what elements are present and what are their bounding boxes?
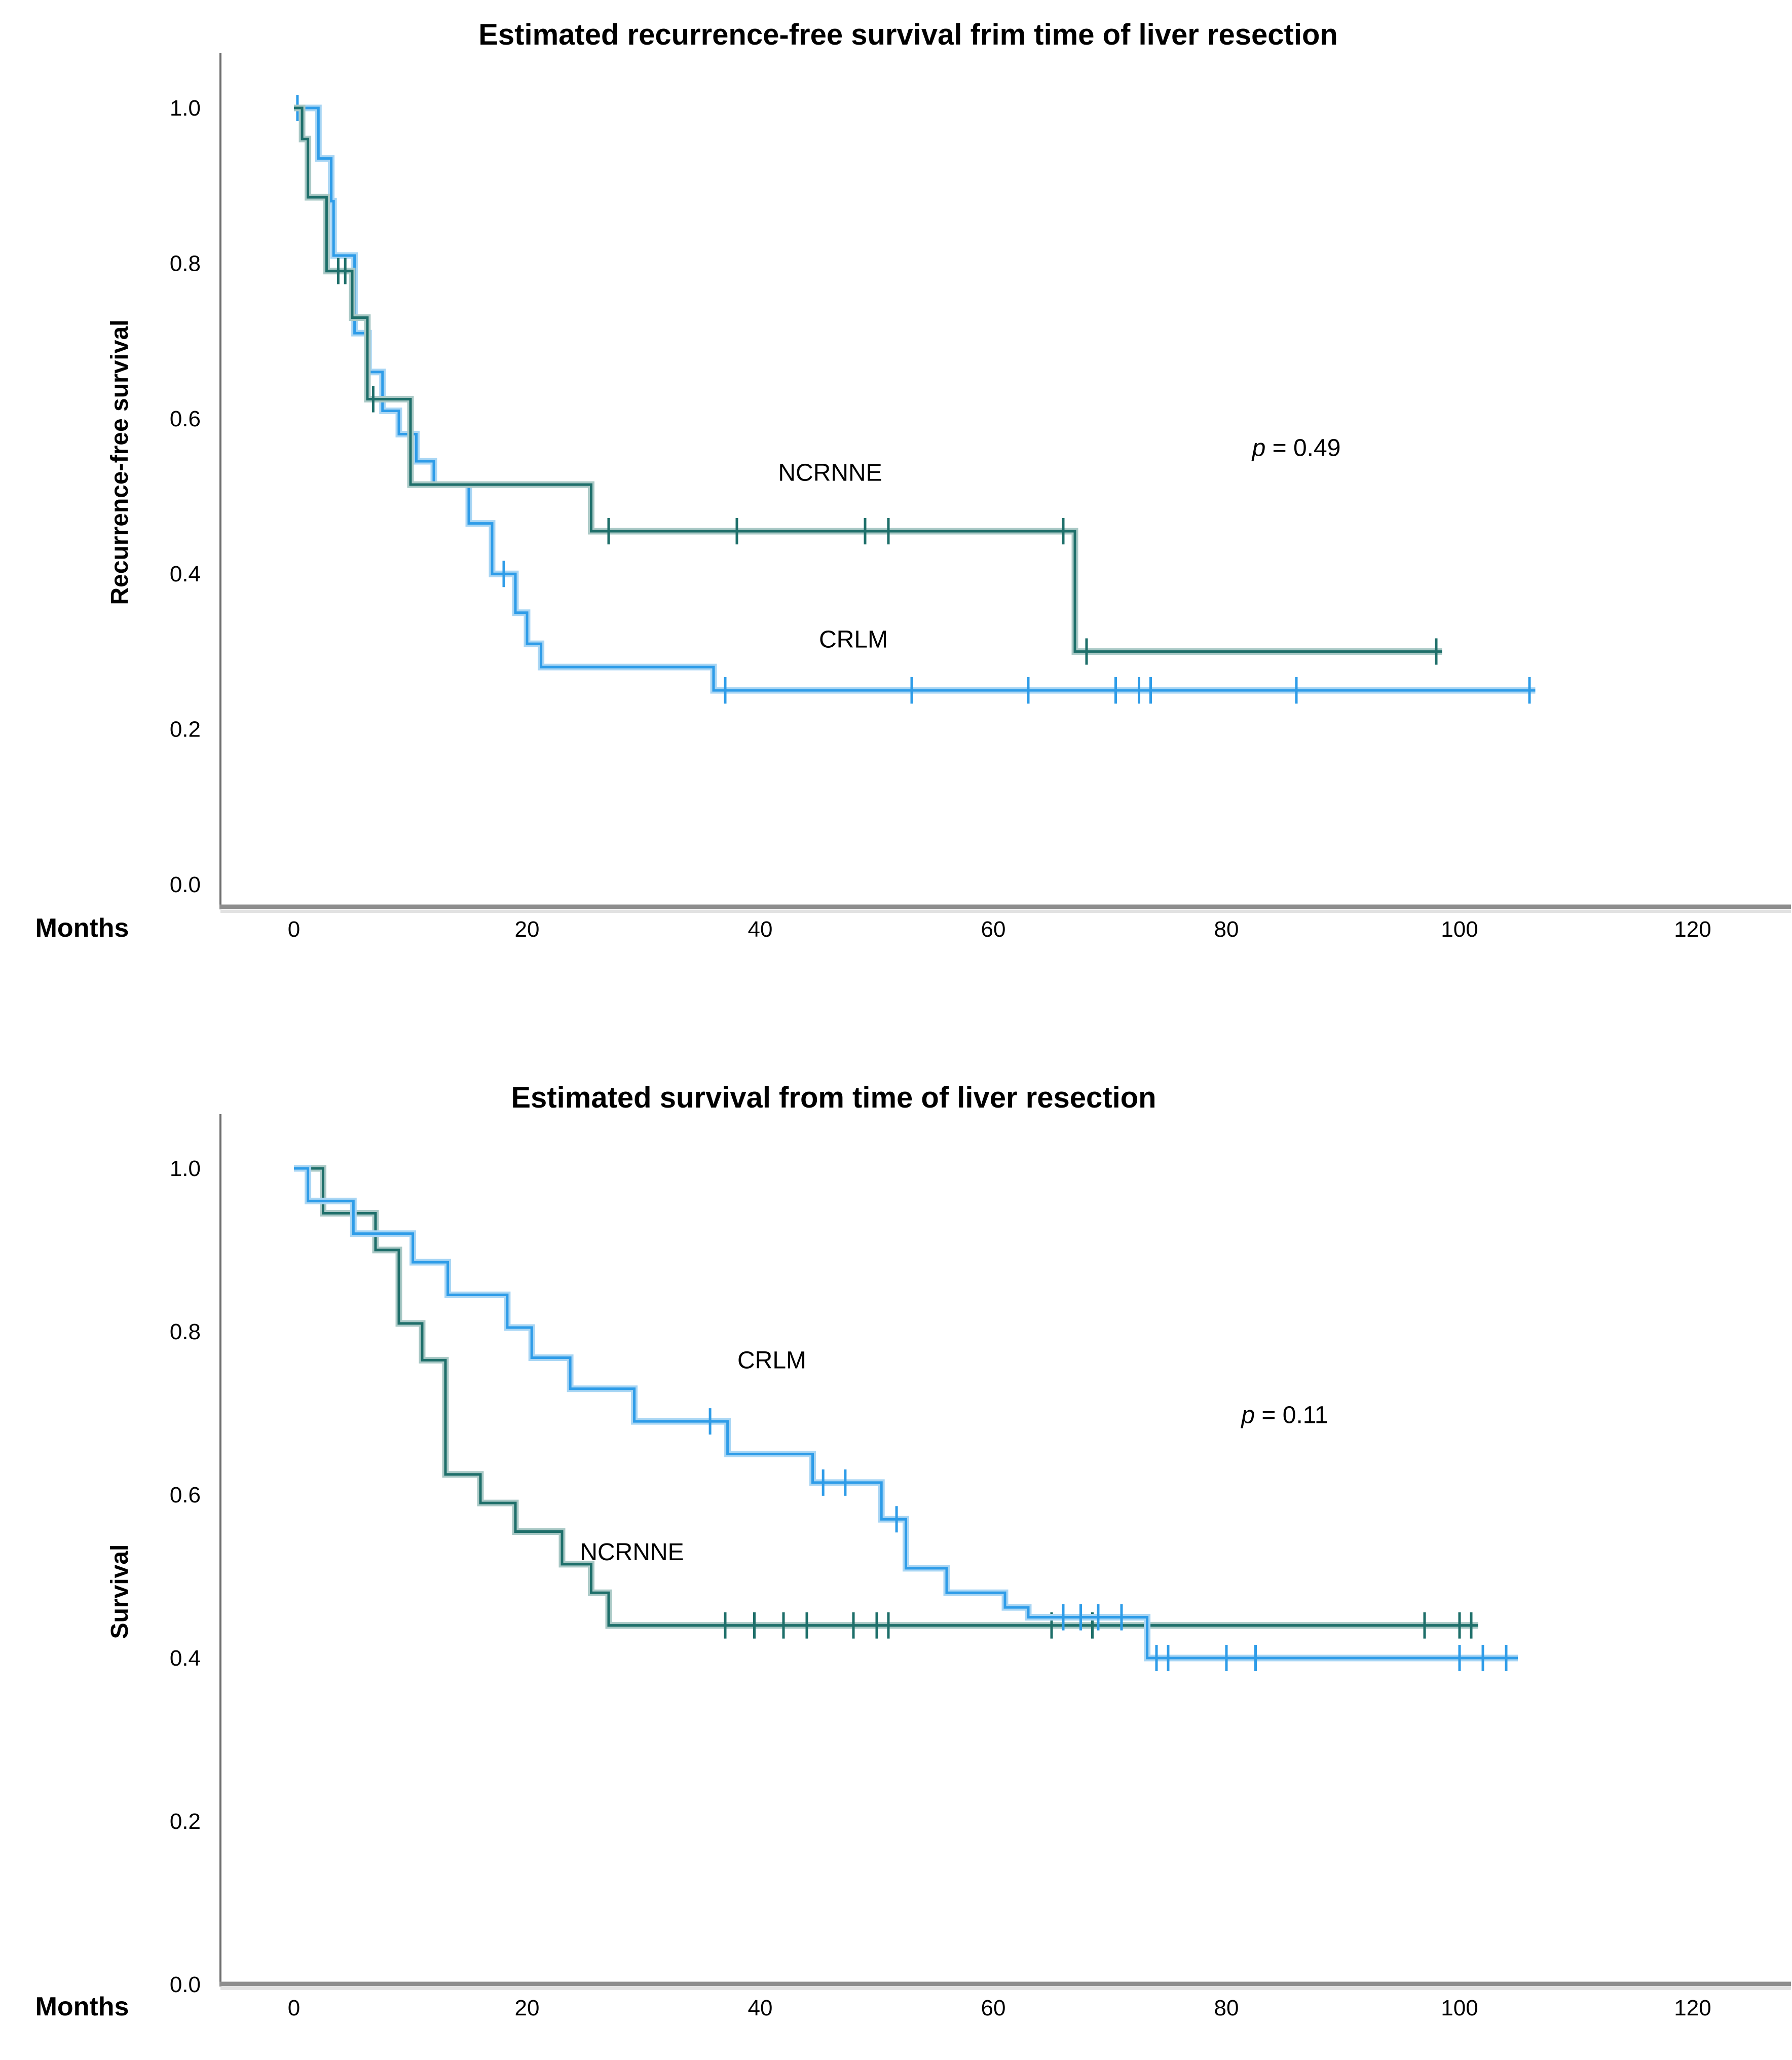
os-y-axis-title: Survival <box>106 1544 133 1639</box>
p-italic: p <box>1251 434 1266 461</box>
y-tick-label: 0.2 <box>170 1809 201 1834</box>
y-tick-label: 0.6 <box>170 407 201 431</box>
y-tick-label: 0.4 <box>170 562 201 586</box>
os-series-label-ncrnne: NCRNNE <box>580 1539 684 1566</box>
x-tick-label: 20 <box>515 1996 540 2020</box>
y-tick-label: 1.0 <box>170 96 201 121</box>
x-tick-label: 20 <box>515 917 540 942</box>
y-tick-label: 0.6 <box>170 1483 201 1507</box>
km-curve-crlm <box>294 106 1536 692</box>
km-curve-halo-crlm <box>294 1165 1518 1662</box>
rfs-y-axis-title: Recurrence-free survival <box>106 320 133 605</box>
x-tick-label: 60 <box>981 1996 1006 2020</box>
x-tick-label: 0 <box>288 917 300 942</box>
rfs-plot-area: 0 20 40 60 80 100 120 1.0 0.8 0.6 0.4 0.2 0.0 <box>170 53 1791 942</box>
x-tick-label: 120 <box>1674 917 1711 942</box>
p-rest: = 0.49 <box>1265 434 1340 461</box>
os-chart: Estimated survival from time of liver re… <box>35 1081 1791 2021</box>
km-curve-halo-ncrnne <box>294 1165 1478 1629</box>
y-tick-label: 0.8 <box>170 251 201 276</box>
rfs-x-axis-title: Months <box>35 913 129 943</box>
rfs-p-value: p = 0.49 <box>1251 434 1341 461</box>
os-chart-title: Estimated survival from time of liver re… <box>511 1081 1156 1114</box>
rfs-series-label-crlm: CRLM <box>819 627 888 653</box>
x-tick-label: 40 <box>748 1996 773 2020</box>
x-tick-label: 100 <box>1441 1996 1478 2020</box>
km-curve-crlm <box>294 1167 1518 1660</box>
km-curve-halo-ncrnne <box>294 104 1442 655</box>
p-rest: = 0.11 <box>1255 1402 1328 1428</box>
x-tick-label: 60 <box>981 917 1006 942</box>
rfs-series-label-ncrnne: NCRNNE <box>778 459 882 486</box>
y-tick-label: 0.0 <box>170 872 201 897</box>
x-tick-label: 40 <box>748 917 773 942</box>
x-tick-label: 100 <box>1441 917 1478 942</box>
y-tick-label: 0.0 <box>170 1972 201 1997</box>
p-italic: p <box>1240 1402 1255 1428</box>
y-tick-label: 0.8 <box>170 1319 201 1344</box>
y-tick-label: 0.4 <box>170 1646 201 1671</box>
km-curve-ncrnne <box>294 106 1442 653</box>
x-tick-label: 80 <box>1214 917 1239 942</box>
km-curve-ncrnne <box>294 1167 1478 1627</box>
os-series-label-crlm: CRLM <box>737 1347 806 1374</box>
km-curve-halo-crlm <box>294 104 1536 694</box>
os-plot-area: 0 20 40 60 80 100 120 1.0 0.8 0.6 0.4 0.2 0.0 <box>170 1114 1791 2020</box>
rfs-chart: Estimated recurrence-free survival frim … <box>35 18 1791 943</box>
os-p-value: p = 0.11 <box>1240 1402 1328 1428</box>
rfs-chart-title: Estimated recurrence-free survival frim … <box>478 18 1338 51</box>
os-x-axis-title: Months <box>35 1992 129 2021</box>
x-tick-label: 120 <box>1674 1996 1711 2020</box>
x-tick-label: 80 <box>1214 1996 1239 2020</box>
y-tick-label: 1.0 <box>170 1156 201 1181</box>
y-tick-label: 0.2 <box>170 717 201 742</box>
x-tick-label: 0 <box>288 1996 300 2020</box>
